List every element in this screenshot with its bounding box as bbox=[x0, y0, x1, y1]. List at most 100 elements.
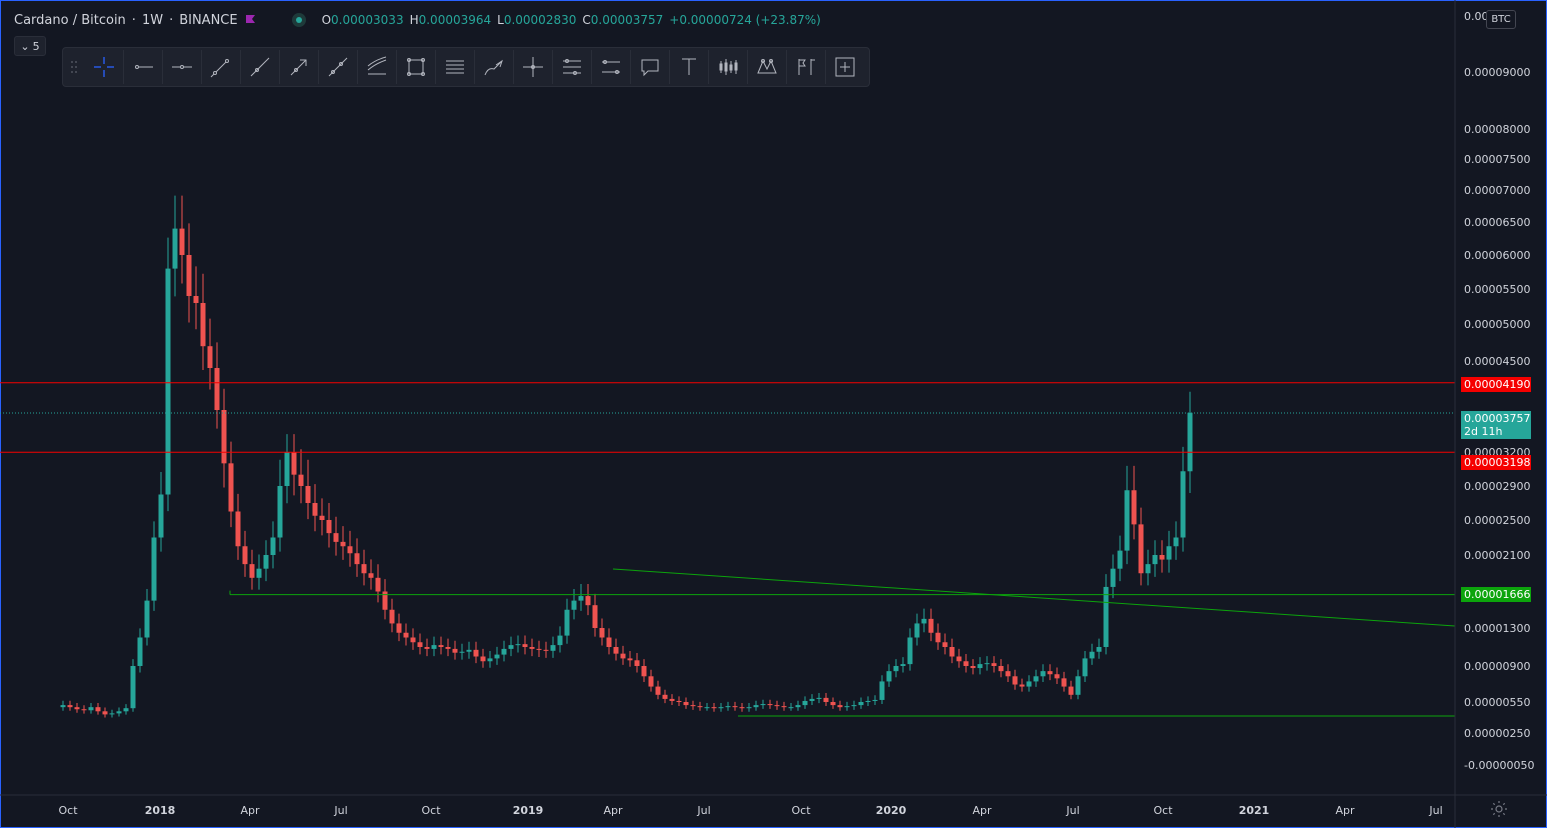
candle-body bbox=[88, 707, 94, 711]
candle-body bbox=[389, 609, 395, 624]
market-status-icon bbox=[291, 13, 306, 27]
candle-body bbox=[872, 699, 878, 701]
candle-body bbox=[662, 694, 668, 699]
candle-body bbox=[81, 709, 87, 711]
candle-body bbox=[823, 697, 829, 702]
price-range-icon[interactable] bbox=[592, 50, 631, 84]
trend-line-icon[interactable] bbox=[202, 50, 241, 84]
candle-body bbox=[802, 700, 808, 706]
candle-body bbox=[193, 296, 199, 303]
x-tick-label: Oct bbox=[421, 804, 441, 817]
candle-body bbox=[200, 303, 206, 347]
candle-body bbox=[809, 698, 815, 701]
candle-body bbox=[116, 711, 122, 714]
ohlc-readout: O0.00003033 H0.00003964 L0.00002830 C0.0… bbox=[322, 13, 821, 27]
candle-body bbox=[74, 707, 80, 710]
candle-body bbox=[760, 704, 766, 706]
candle-body bbox=[186, 255, 192, 296]
candle-body bbox=[774, 705, 780, 707]
rectangle-icon[interactable] bbox=[397, 50, 436, 84]
candle-body bbox=[123, 708, 129, 712]
candle-body bbox=[550, 645, 556, 651]
bars-pattern-icon[interactable] bbox=[709, 50, 748, 84]
grip-icon[interactable] bbox=[63, 48, 85, 86]
current-price-label: 0.00003757 2d 11h bbox=[1461, 411, 1531, 439]
separator: · bbox=[169, 12, 174, 28]
low-label: L bbox=[497, 13, 504, 27]
x-tick-label: 2018 bbox=[145, 804, 176, 817]
candle-body bbox=[991, 663, 997, 666]
ray-icon[interactable] bbox=[319, 50, 358, 84]
candle-body bbox=[396, 623, 402, 633]
fit-screen-icon[interactable] bbox=[826, 50, 864, 84]
horizontal-line-icon[interactable] bbox=[163, 50, 202, 84]
candle-body bbox=[704, 707, 710, 709]
cross-line-icon[interactable] bbox=[514, 50, 553, 84]
candle-body bbox=[564, 609, 570, 636]
parallel-channel-icon[interactable] bbox=[358, 50, 397, 84]
arrow-icon[interactable] bbox=[280, 50, 319, 84]
y-tick-label: 0.00001300 bbox=[1464, 622, 1530, 635]
candle-body bbox=[438, 645, 444, 647]
candle-body bbox=[1019, 684, 1025, 687]
candle-body bbox=[592, 605, 598, 628]
candle-body bbox=[1187, 412, 1193, 472]
extended-line-icon[interactable] bbox=[241, 50, 280, 84]
candle-body bbox=[319, 515, 325, 520]
candle-body bbox=[1047, 671, 1053, 675]
currency-badge[interactable]: BTC bbox=[1486, 10, 1516, 29]
horizontal-ray-icon[interactable] bbox=[124, 50, 163, 84]
text-icon[interactable] bbox=[670, 50, 709, 84]
x-tick-label: Apr bbox=[972, 804, 992, 817]
candle-body bbox=[1005, 671, 1011, 677]
candle-body bbox=[746, 707, 752, 709]
candle-body bbox=[529, 647, 535, 649]
candle-body bbox=[578, 596, 584, 601]
exchange-label[interactable]: BINANCE bbox=[179, 12, 238, 28]
settings-gear-icon[interactable] bbox=[1490, 800, 1508, 818]
candle-body bbox=[620, 653, 626, 659]
symbol-header[interactable]: Cardano / Bitcoin · 1W · BINANCE O0.0000… bbox=[14, 8, 821, 32]
candle-body bbox=[851, 705, 857, 707]
x-tick-label: 2020 bbox=[876, 804, 907, 817]
brush-icon[interactable] bbox=[475, 50, 514, 84]
flag-icon[interactable] bbox=[244, 14, 256, 26]
interval-label[interactable]: 1W bbox=[141, 12, 164, 28]
candle-body bbox=[361, 564, 367, 574]
fib-retracement-icon[interactable] bbox=[436, 50, 475, 84]
candle-body bbox=[1033, 676, 1039, 682]
candle-body bbox=[1054, 674, 1060, 679]
candle-body bbox=[669, 698, 675, 701]
x-tick-label: Oct bbox=[791, 804, 811, 817]
candle-body bbox=[473, 649, 479, 657]
candle-body bbox=[137, 637, 143, 666]
candle-body bbox=[263, 555, 269, 569]
indicators-toggle-button[interactable]: ⌄ 5 bbox=[14, 36, 46, 56]
x-tick-label: Jul bbox=[1428, 804, 1442, 817]
candle-body bbox=[494, 654, 500, 659]
candle-body bbox=[144, 600, 150, 638]
candle-body bbox=[781, 706, 787, 708]
candle-body bbox=[907, 637, 913, 665]
candle-body bbox=[1040, 671, 1046, 677]
x-tick-label: Oct bbox=[58, 804, 78, 817]
candle-body bbox=[543, 649, 549, 651]
long-position-icon[interactable] bbox=[787, 50, 826, 84]
candle-body bbox=[207, 346, 213, 368]
candle-body bbox=[1061, 678, 1067, 687]
x-tick-label: Apr bbox=[1335, 804, 1355, 817]
crosshair-icon[interactable] bbox=[85, 50, 124, 84]
xabcd-pattern-icon[interactable] bbox=[748, 50, 787, 84]
ruler-icon[interactable] bbox=[553, 50, 592, 84]
candle-body bbox=[375, 577, 381, 592]
candle-body bbox=[466, 649, 472, 652]
candle-body bbox=[886, 671, 892, 682]
y-tick-label: 0.00006000 bbox=[1464, 249, 1530, 262]
candle-body bbox=[711, 707, 717, 709]
symbol-name[interactable]: Cardano / Bitcoin bbox=[14, 12, 126, 28]
callout-icon[interactable] bbox=[631, 50, 670, 84]
descending-trendline bbox=[612, 568, 1456, 627]
candle-body bbox=[767, 704, 773, 706]
